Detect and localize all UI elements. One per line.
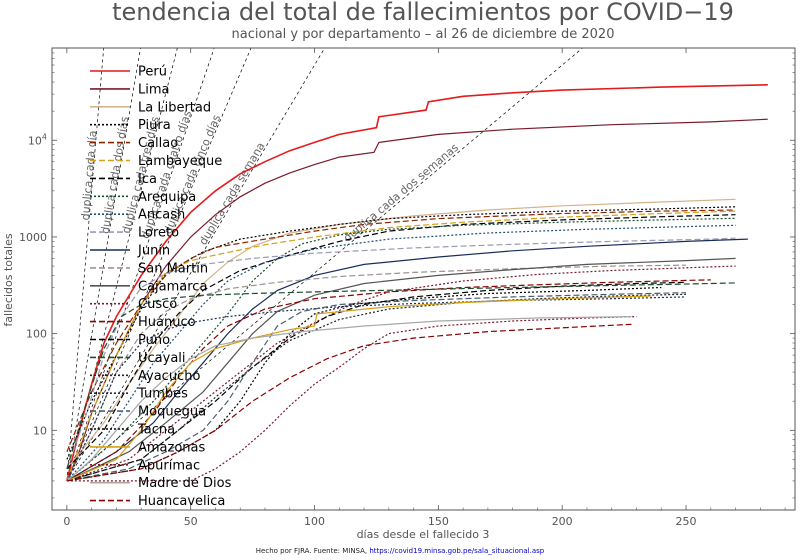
chart-title: tendencia del total de fallecimientos po… xyxy=(112,0,734,26)
x-tick-label-6: 250 xyxy=(676,515,697,528)
legend-label-17: Ucayali xyxy=(138,351,186,366)
series-line-11 xyxy=(66,238,748,482)
footer: Hecho por FJRA. Fuente: MINSA, https://c… xyxy=(0,547,800,555)
series-line-19 xyxy=(66,296,687,482)
y-tick-label-4: 104 xyxy=(28,132,47,147)
legend-label-9: Ancash xyxy=(138,208,185,223)
plot-frame xyxy=(51,47,796,511)
guide-label-1: duplica cada día xyxy=(79,130,100,221)
legend-label-5: Callao xyxy=(138,136,178,151)
guide-line-4 xyxy=(66,48,215,482)
y-tick-label-2: 100 xyxy=(26,328,47,341)
series-line-23 xyxy=(66,316,637,482)
legend-label-11: Junín xyxy=(137,244,170,259)
x-tick-label-4: 150 xyxy=(428,515,449,528)
legend-label-23: Apurímac xyxy=(138,458,200,473)
guide-line-7 xyxy=(66,48,583,482)
legend-label-15: Huánuco xyxy=(138,315,196,330)
y-tick-exponent: 4 xyxy=(42,132,47,141)
legend: Perú Lima La Libertad Piura Callao Lambayeque… xyxy=(90,65,232,509)
axis-ticks: 0 50 100 150 200 250 10 100 1000 104 xyxy=(19,47,795,528)
chart-subtitle: nacional y por departamento – al 26 de d… xyxy=(232,27,615,42)
legend-label-24: Madre de Dios xyxy=(138,476,232,491)
legend-label-12: San Martín xyxy=(138,261,208,276)
legend-label-25: Huancavelica xyxy=(138,494,225,509)
legend-label-18: Ayacucho xyxy=(138,369,200,384)
series-line-25 xyxy=(66,323,632,482)
y-tick-label-3: 1000 xyxy=(19,231,47,244)
legend-label-7: Ica xyxy=(138,172,157,187)
legend-label-19: Tumbes xyxy=(137,387,188,402)
legend-label-14: Cusco xyxy=(138,297,177,312)
legend-label-6: Lambayeque xyxy=(138,154,222,169)
series-line-3 xyxy=(66,198,736,470)
series-line-10 xyxy=(66,237,736,470)
series-line-20 xyxy=(66,292,687,482)
y-axis-label: fallecidos totales xyxy=(2,233,15,326)
guide-line-2 xyxy=(66,48,141,481)
x-tick-label-2: 50 xyxy=(184,515,198,528)
series-line-1 xyxy=(66,84,768,482)
legend-label-1: Perú xyxy=(138,65,167,80)
legend-label-2: Lima xyxy=(138,82,169,97)
guide-line-5 xyxy=(66,48,252,482)
series-line-13 xyxy=(66,257,736,482)
series-lines xyxy=(66,84,768,482)
series-line-12 xyxy=(66,264,687,482)
legend-label-8: Arequipa xyxy=(138,190,196,205)
x-axis-label: días desde el fallecido 3 xyxy=(357,528,490,541)
series-line-9 xyxy=(66,224,736,482)
x-tick-label-3: 100 xyxy=(304,515,325,528)
footer-credit: Hecho por FJRA. Fuente: MINSA, xyxy=(255,547,370,555)
x-tick-label-1: 0 xyxy=(63,515,70,528)
legend-label-3: La Libertad xyxy=(138,100,211,115)
guide-line-1 xyxy=(66,48,105,481)
series-line-18 xyxy=(66,293,687,482)
series-line-14 xyxy=(66,265,736,482)
legend-label-22: Amazonas xyxy=(138,440,206,455)
series-line-4 xyxy=(66,206,736,460)
series-line-8 xyxy=(66,217,736,482)
legend-label-16: Puno xyxy=(138,333,170,348)
legend-label-21: Tacna xyxy=(137,423,175,438)
footer-source-link[interactable]: https://covid19.minsa.gob.pe/sala_situac… xyxy=(369,547,545,555)
legend-label-13: Cajamarca xyxy=(138,279,207,294)
series-line-24 xyxy=(66,316,632,482)
series-line-6 xyxy=(66,210,736,482)
y-tick-label-1: 10 xyxy=(33,424,47,437)
legend-label-20: Moquegua xyxy=(138,405,206,420)
series-line-5 xyxy=(66,209,736,453)
series-line-15 xyxy=(66,279,711,482)
x-tick-label-5: 200 xyxy=(552,515,573,528)
series-line-17 xyxy=(66,282,736,469)
series-line-7 xyxy=(66,214,736,470)
series-line-22 xyxy=(66,295,652,482)
legend-label-4: Piura xyxy=(138,118,171,133)
legend-label-10: Loreto xyxy=(138,226,179,241)
